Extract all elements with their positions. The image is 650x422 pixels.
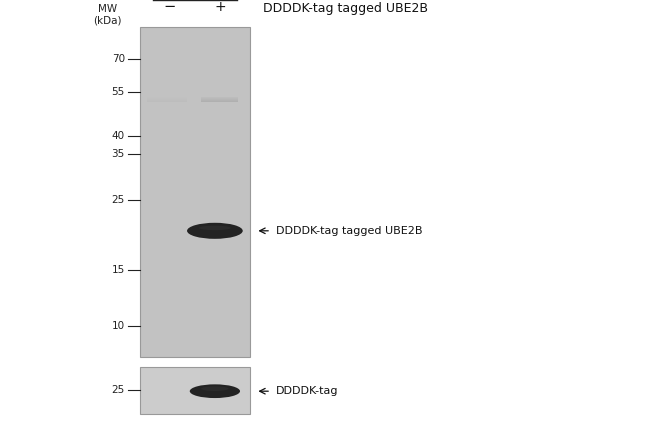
Text: 40: 40 xyxy=(112,131,125,141)
Bar xyxy=(140,367,250,414)
Text: DDDDK-tag: DDDDK-tag xyxy=(276,386,339,396)
Ellipse shape xyxy=(187,223,242,239)
Text: DDDDK-tag tagged UBE2B: DDDDK-tag tagged UBE2B xyxy=(276,226,422,236)
Text: 15: 15 xyxy=(112,265,125,275)
Ellipse shape xyxy=(202,387,229,391)
Ellipse shape xyxy=(199,226,231,230)
Bar xyxy=(140,27,250,357)
Text: 25: 25 xyxy=(112,195,125,205)
Ellipse shape xyxy=(190,384,240,398)
Text: 25: 25 xyxy=(112,385,125,395)
Text: MW
(kDa): MW (kDa) xyxy=(93,4,122,25)
Text: +: + xyxy=(214,0,226,14)
Text: −: − xyxy=(163,0,176,14)
Text: 10: 10 xyxy=(112,321,125,331)
Text: 70: 70 xyxy=(112,54,125,64)
Text: DDDDK-tag tagged UBE2B: DDDDK-tag tagged UBE2B xyxy=(263,2,428,15)
Text: 35: 35 xyxy=(112,149,125,159)
Text: 55: 55 xyxy=(112,87,125,97)
